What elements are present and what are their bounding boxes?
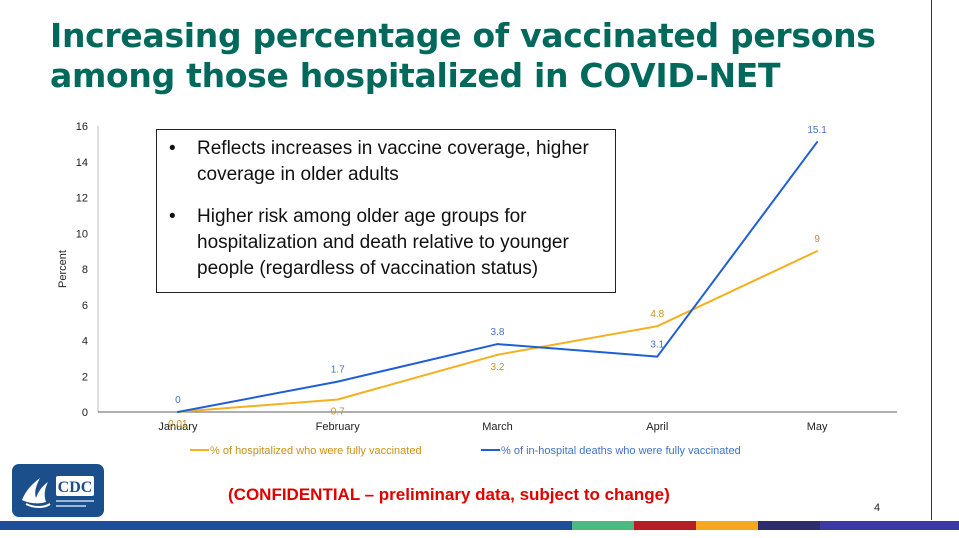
x-tick-label: January <box>158 421 198 433</box>
data-point <box>336 398 339 401</box>
x-tick-label: April <box>646 421 668 433</box>
data-point <box>496 353 499 356</box>
bar-segment <box>696 521 758 530</box>
data-point <box>816 141 819 144</box>
y-tick-label: 14 <box>76 157 88 169</box>
data-label: 9 <box>814 234 820 245</box>
bottom-color-bar <box>0 521 959 530</box>
logo-text: CDC <box>58 479 93 496</box>
data-label: 15.1 <box>807 125 827 136</box>
bar-segment <box>572 521 634 530</box>
y-tick-label: 4 <box>82 336 88 348</box>
y-tick-label: 12 <box>76 193 88 205</box>
data-label: 0.01 <box>168 419 188 430</box>
data-label: 3.2 <box>491 362 505 373</box>
bar-segment <box>634 521 696 530</box>
y-tick-label: 0 <box>82 407 88 419</box>
note-item: • Reflects increases in vaccine coverage… <box>167 136 603 188</box>
title-line-2: among those hospitalized in COVID-NET <box>50 56 781 95</box>
x-tick-label: March <box>482 421 513 433</box>
data-point <box>656 325 659 328</box>
y-tick-label: 16 <box>76 121 88 133</box>
notes-box: • Reflects increases in vaccine coverage… <box>156 129 616 293</box>
data-label: 0.7 <box>331 406 345 417</box>
bullet: • <box>169 206 176 227</box>
title-line-1: Increasing percentage of vaccinated pers… <box>50 16 876 55</box>
y-tick-label: 2 <box>82 371 88 383</box>
y-tick-label: 6 <box>82 300 88 312</box>
slide-title: Increasing percentage of vaccinated pers… <box>50 16 910 96</box>
note-text: Higher risk among older age groups for h… <box>197 206 569 279</box>
x-tick-label: May <box>807 421 828 433</box>
legend-label-2: % of in-hospital deaths who were fully v… <box>501 445 741 457</box>
data-point <box>176 411 179 413</box>
y-tick-label: 8 <box>82 264 88 276</box>
y-axis-label: Percent <box>57 250 69 288</box>
data-label: 3.1 <box>650 340 664 351</box>
data-label: 1.7 <box>331 365 345 376</box>
cdc-logo: CDC <box>12 464 104 517</box>
note-text: Reflects increases in vaccine coverage, … <box>197 138 589 185</box>
data-label: 0 <box>175 395 181 406</box>
bullet: • <box>169 138 176 159</box>
x-tick-label: February <box>316 421 361 433</box>
data-point <box>816 250 819 253</box>
legend-label-1: % of hospitalized who were fully vaccina… <box>210 445 422 457</box>
page-number: 4 <box>874 502 881 514</box>
data-point <box>496 343 499 346</box>
y-tick-label: 10 <box>76 228 88 240</box>
right-border-line <box>931 0 932 520</box>
confidential-note: (CONFIDENTIAL – preliminary data, subjec… <box>228 485 670 504</box>
bar-segment <box>758 521 820 530</box>
data-label: 4.8 <box>650 309 664 320</box>
data-point <box>656 355 659 358</box>
bar-segment <box>820 521 959 530</box>
note-item: • Higher risk among older age groups for… <box>167 204 603 282</box>
data-point <box>336 380 339 383</box>
bar-segment <box>0 521 572 530</box>
data-label: 3.8 <box>491 327 505 338</box>
